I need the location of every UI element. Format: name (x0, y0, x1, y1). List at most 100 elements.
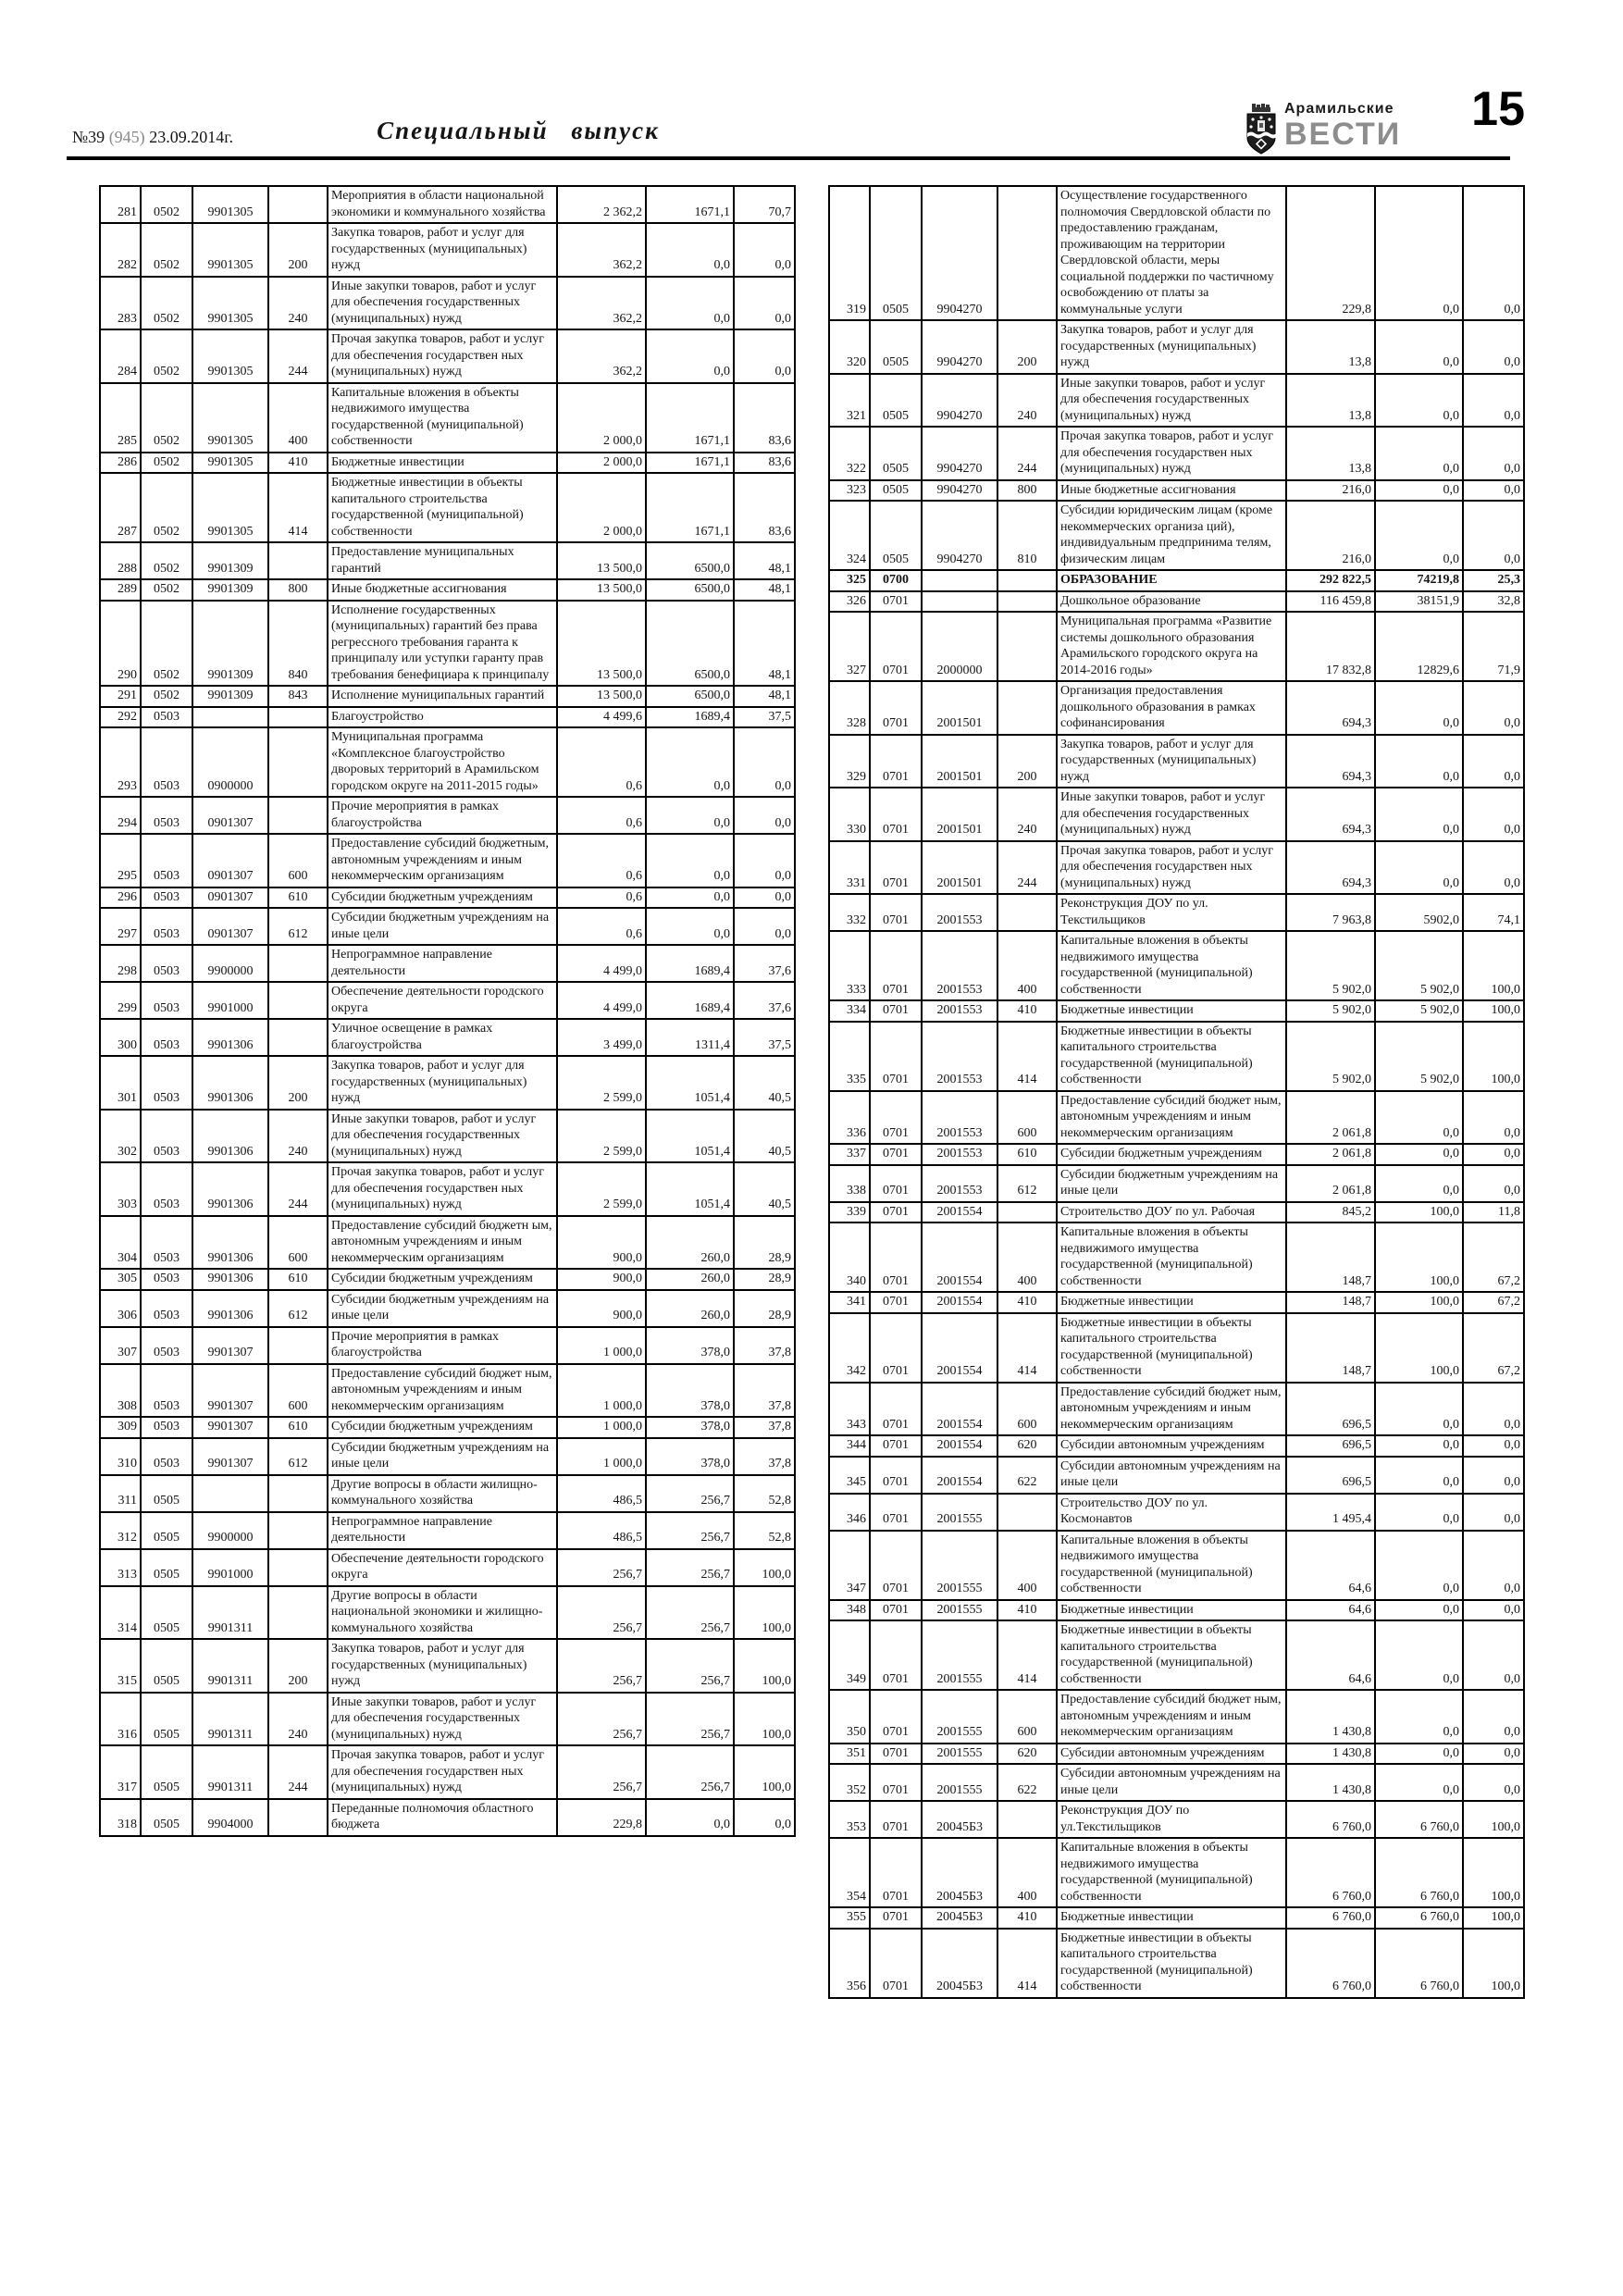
table-row: 294 0503 0901307 Прочие мероприятия в рамка… (99, 796, 796, 835)
cell-name: Бюджетные инвестиции (327, 451, 558, 474)
cell-type (267, 185, 328, 224)
cell-section: 0701 (869, 1291, 923, 1314)
cell-section: 0701 (869, 999, 923, 1023)
cell-section: 0701 (869, 590, 923, 613)
cell-type: 612 (997, 1163, 1058, 1203)
cell-target: 2001553 (921, 1143, 998, 1166)
cell-plan: 362,2 (556, 329, 647, 384)
cell-plan: 256,7 (556, 1691, 647, 1746)
cell-section: 0701 (869, 839, 923, 895)
cell-plan: 845,2 (1285, 1200, 1376, 1223)
cell-type (267, 981, 328, 1020)
cell-plan: 0,6 (556, 886, 647, 909)
table-row: 283 0502 9901305 240 Иные закупки товаров, р… (99, 275, 796, 330)
cell-type: 622 (997, 1455, 1058, 1495)
table-row: 302 0503 9901306 240 Иные закупки товаров, р… (99, 1108, 796, 1163)
cell-target: 9901309 (192, 685, 269, 708)
cell-type: 244 (267, 329, 328, 384)
cell-pct: 100,0 (1462, 930, 1525, 1001)
cell-target: 9901305 (192, 329, 269, 384)
cell-plan: 64,6 (1285, 1598, 1376, 1621)
table-row: 320 0505 9904270 200 Закупка товаров, работ … (828, 319, 1525, 375)
cell-name: Субсидии автономным учреждениям (1056, 1742, 1287, 1765)
cell-section: 0502 (140, 451, 193, 474)
cell-num: 339 (828, 1200, 871, 1223)
cell-name: Бюджетные инвестиции (1056, 1598, 1287, 1621)
cell-name: Предоставление муниципальных гарантий (327, 541, 558, 580)
cell-name: Иные закупки товаров, работ и услуг для … (1056, 787, 1287, 842)
table-row: 332 0701 2001553 Реконструкция ДОУ по ул. Т… (828, 893, 1525, 932)
cell-target: 9900000 (192, 944, 269, 983)
cell-pct: 37,8 (733, 1325, 796, 1365)
cell-section: 0701 (869, 1492, 923, 1532)
table-row: 335 0701 2001553 414 Бюджетные инвестиции в … (828, 1020, 1525, 1092)
cell-type (997, 569, 1058, 592)
cell-name: ОБРАЗОВАНИЕ (1056, 569, 1287, 592)
cell-type: 410 (997, 1598, 1058, 1621)
cell-type: 600 (267, 833, 328, 888)
cell-fact: 256,7 (645, 1691, 735, 1746)
cell-section: 0505 (140, 1547, 193, 1587)
cell-section: 0502 (140, 541, 193, 580)
table-row: 282 0502 9901305 200 Закупка товаров, работ … (99, 222, 796, 278)
table-row: 285 0502 9901305 400 Капитальные вложения в … (99, 381, 796, 453)
cell-fact: 6500,0 (645, 541, 735, 580)
cell-name: Капитальные вложения в объекты недвижимо… (1056, 1837, 1287, 1908)
table-row: 346 0701 2001555 Строительство ДОУ по ул. К… (828, 1492, 1525, 1532)
cell-target (921, 569, 998, 592)
cell-fact: 256,7 (645, 1473, 735, 1513)
cell-section: 0701 (869, 1200, 923, 1223)
cell-section: 0701 (869, 680, 923, 736)
cell-fact: 0,0 (1374, 787, 1464, 842)
cell-fact: 0,0 (1374, 478, 1464, 502)
cell-target: 2001554 (921, 1291, 998, 1314)
cell-target: 2001555 (921, 1492, 998, 1532)
cell-target: 2001554 (921, 1434, 998, 1458)
cell-name: Исполнение государственных (муниципальны… (327, 599, 558, 687)
cell-num: 307 (99, 1325, 142, 1365)
table-row: 306 0503 9901306 612 Субсидии бюджетным учре… (99, 1288, 796, 1328)
right-table-body: 319 0505 9904270 Осуществление государствен… (828, 185, 1525, 1999)
cell-plan: 13 500,0 (556, 599, 647, 687)
cell-plan: 4 499,6 (556, 705, 647, 728)
cell-name: Бюджетные инвестиции (1056, 999, 1287, 1023)
cell-name: Субсидии бюджетным учреждениям (1056, 1143, 1287, 1166)
cell-name: Мероприятия в области национальной эконо… (327, 185, 558, 224)
cell-name: Закупка товаров, работ и услуг для госуд… (1056, 319, 1287, 375)
cell-pct: 100,0 (1462, 1020, 1525, 1092)
cell-num: 294 (99, 796, 142, 835)
cell-type: 244 (997, 839, 1058, 895)
cell-name: Закупка товаров, работ и услуг для госуд… (327, 1055, 558, 1111)
cell-pct: 0,0 (1462, 1455, 1525, 1495)
cell-name: Другие вопросы в области жилищно-коммуна… (327, 1473, 558, 1513)
cell-pct: 0,0 (733, 329, 796, 384)
cell-num: 337 (828, 1143, 871, 1166)
table-row: 310 0503 9901307 612 Субсидии бюджетным учре… (99, 1436, 796, 1476)
cell-pct: 0,0 (1462, 185, 1525, 321)
cell-num: 331 (828, 839, 871, 895)
cell-pct: 48,1 (733, 599, 796, 687)
cell-type: 600 (997, 1089, 1058, 1145)
cell-type (267, 1797, 328, 1837)
cell-type: 610 (267, 1416, 328, 1439)
cell-fact: 5 902,0 (1374, 1020, 1464, 1092)
cell-type (267, 796, 328, 835)
cell-target: 2001553 (921, 999, 998, 1023)
cell-num: 311 (99, 1473, 142, 1513)
cell-name: Переданные полномочия областного бюджета (327, 1797, 558, 1837)
cell-section: 0502 (140, 472, 193, 543)
cell-num: 317 (99, 1744, 142, 1800)
cell-section: 0701 (869, 1089, 923, 1145)
cell-name: Реконструкция ДОУ по ул. Текстильщиков (1056, 893, 1287, 932)
cell-fact: 0,0 (1374, 1163, 1464, 1203)
cell-type: 612 (267, 1288, 328, 1328)
cell-pct: 0,0 (1462, 839, 1525, 895)
cell-section: 0503 (140, 1416, 193, 1439)
cell-num: 355 (828, 1906, 871, 1930)
brand-name-bottom: ВЕСТИ (1284, 117, 1402, 152)
table-row: 290 0502 9901309 840 Исполнение государствен… (99, 599, 796, 687)
cell-num: 306 (99, 1288, 142, 1328)
cell-section: 0503 (140, 1268, 193, 1291)
cell-pct: 0,0 (1462, 1492, 1525, 1532)
cell-plan: 900,0 (556, 1288, 647, 1328)
